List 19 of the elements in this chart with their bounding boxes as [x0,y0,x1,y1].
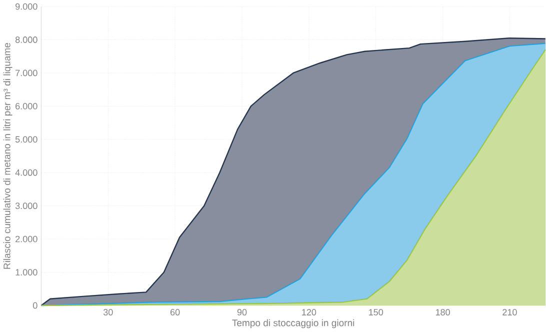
y-tick-label: 1.000 [16,269,38,276]
x-tick-label: 90 [237,309,247,316]
x-tick-label: 120 [302,309,316,316]
y-tick-label: 3.000 [15,202,38,210]
x-tick-label: 150 [369,309,384,316]
y-tick-label: 0 [33,302,38,309]
x-tick-label: 60 [170,309,180,316]
y-tick-label: 7.000 [16,70,38,76]
x-tick-label: 30 [103,309,113,316]
y-tick-label: 2.000 [16,236,38,242]
y-tick-label: 8.000 [15,36,38,44]
y-tick-label: 5.000 [15,136,38,143]
y-tick-label: 6.000 [16,103,38,110]
y-tick-label: 4.000 [15,170,38,176]
y-axis-title: Rilascio cumulativo di metano in litri per m³ di liquame [3,43,12,269]
y-tick-label: 9.000 [16,4,38,10]
x-tick-label: 210 [502,309,517,316]
x-tick-label: 180 [436,309,450,316]
x-axis-title: Tempo di stoccaggio in giorni [232,320,354,328]
